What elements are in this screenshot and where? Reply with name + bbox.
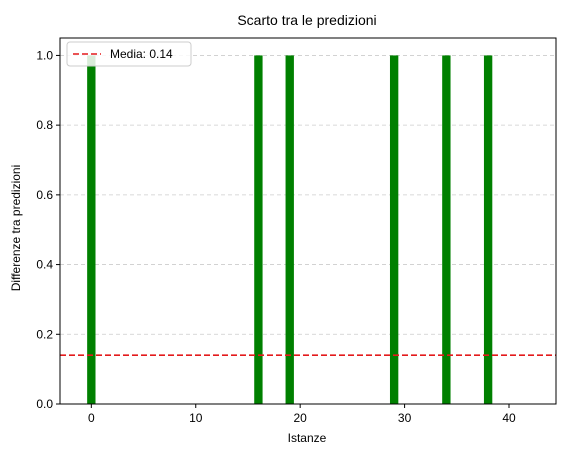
y-axis-label: Differenze tra predizioni bbox=[9, 165, 23, 292]
bar bbox=[442, 55, 451, 405]
y-tick-label: 0.6 bbox=[36, 188, 53, 202]
chart-title: Scarto tra le predizioni bbox=[237, 12, 376, 28]
x-tick-label: 30 bbox=[398, 411, 412, 425]
x-axis-ticks: 0 10 20 30 40 bbox=[88, 404, 516, 425]
bar bbox=[285, 55, 294, 405]
x-tick-label: 20 bbox=[293, 411, 307, 425]
bar bbox=[254, 55, 263, 405]
y-tick-label: 1.0 bbox=[36, 48, 53, 62]
plot-area-frame bbox=[59, 37, 557, 405]
x-axis-label: Istanze bbox=[288, 431, 327, 445]
bars bbox=[87, 55, 493, 405]
grid-lines bbox=[60, 55, 556, 335]
x-tick-label: 0 bbox=[88, 411, 95, 425]
legend-mean-label: Media: 0.14 bbox=[110, 47, 173, 61]
y-axis-ticks: 0.0 0.2 0.4 0.6 0.8 1.0 bbox=[36, 48, 60, 411]
x-tick-label: 10 bbox=[189, 411, 203, 425]
y-tick-label: 0.2 bbox=[36, 327, 53, 341]
y-tick-label: 0.0 bbox=[36, 397, 53, 411]
y-tick-label: 0.4 bbox=[36, 258, 53, 272]
bar bbox=[389, 55, 399, 405]
bar bbox=[87, 55, 96, 405]
legend: Media: 0.14 bbox=[66, 41, 192, 67]
x-tick-label: 40 bbox=[502, 411, 516, 425]
y-tick-label: 0.8 bbox=[36, 118, 53, 132]
legend-box bbox=[66, 41, 192, 67]
bar bbox=[483, 55, 493, 405]
